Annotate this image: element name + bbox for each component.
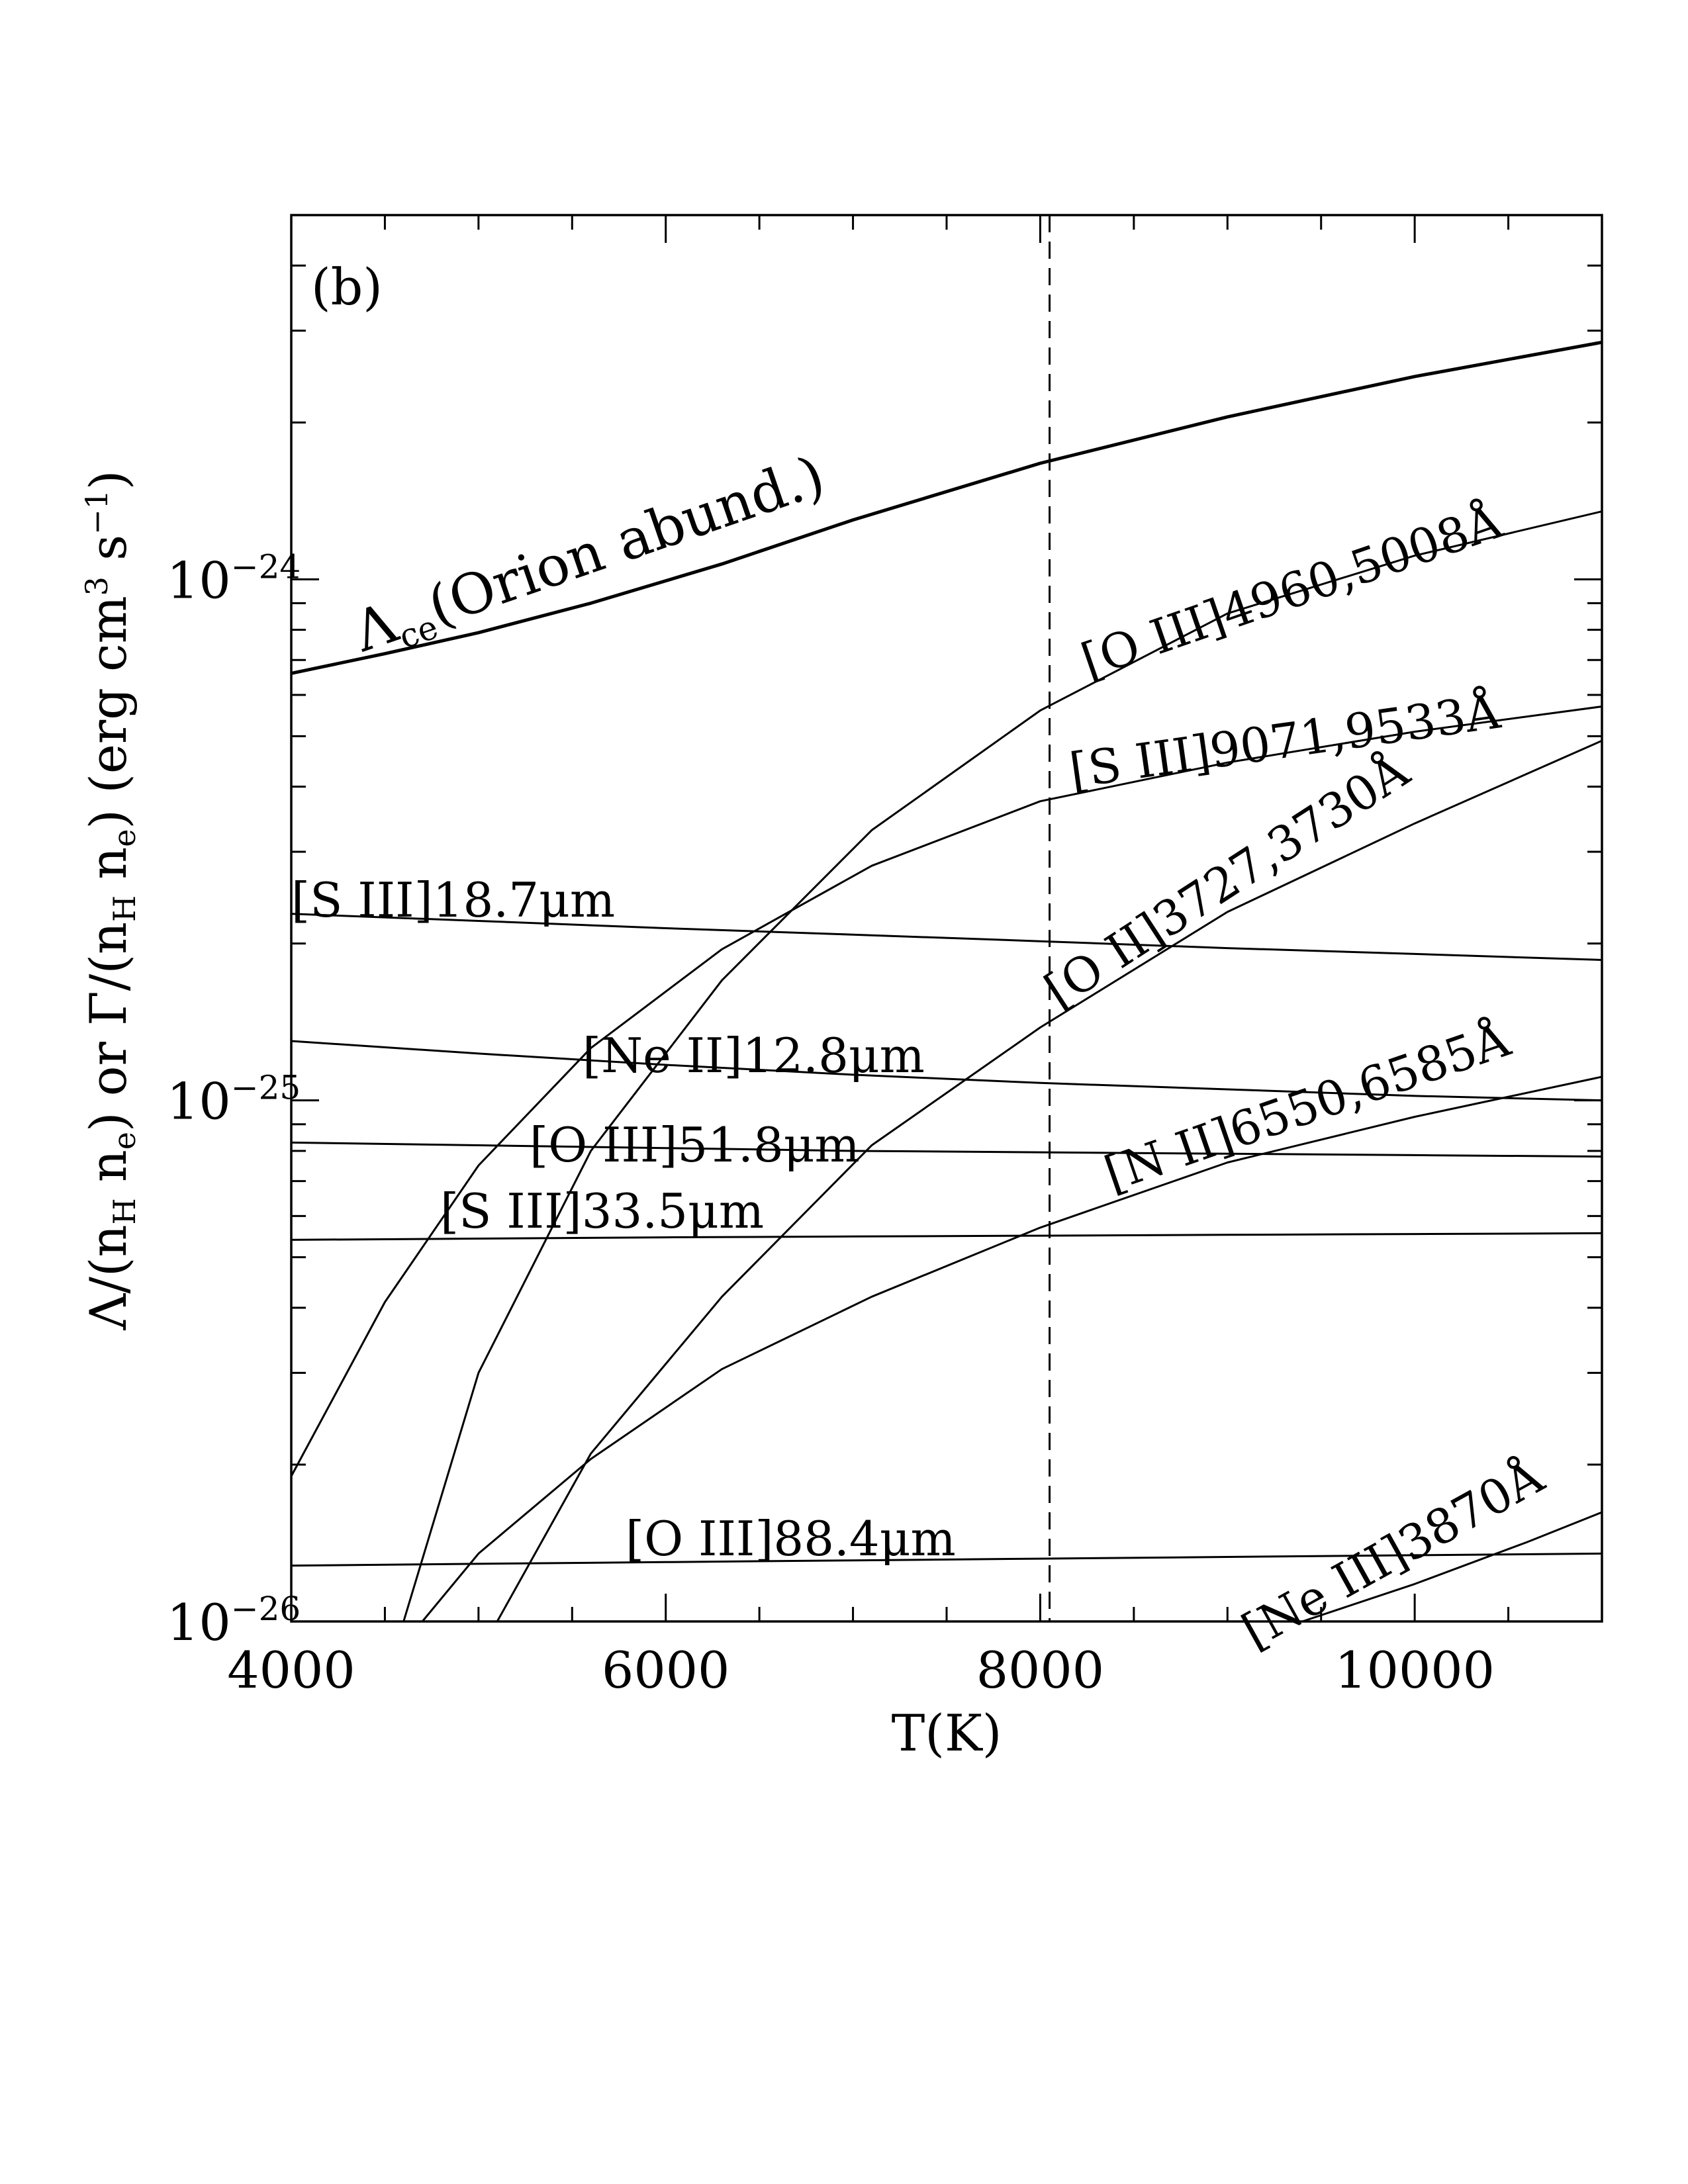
curve-label: [O III]51.8μm — [530, 1117, 860, 1173]
x-tick-labels: 4000 6000 8000 10000 — [227, 1641, 1495, 1700]
series-line — [1301, 1511, 1603, 1623]
x-tick-label: 6000 — [602, 1641, 729, 1700]
x-tick-label: 10000 — [1335, 1641, 1495, 1700]
plot-frame — [290, 214, 1603, 1623]
series-line — [290, 705, 1603, 1477]
series-line — [291, 1040, 1603, 1102]
x-axis-title: T(K) — [892, 1704, 1002, 1762]
series-group — [290, 340, 1603, 1623]
series-line — [291, 1232, 1603, 1241]
x-tick-label: 8000 — [976, 1641, 1104, 1700]
curve-label: [S III]33.5μm — [440, 1183, 764, 1239]
panel-label: (b) — [311, 257, 383, 316]
series-line — [496, 739, 1603, 1622]
x-tick-label: 4000 — [227, 1641, 355, 1700]
y-tick-label: 10−24 — [167, 547, 301, 610]
series-line — [291, 1552, 1603, 1567]
series-line — [402, 510, 1603, 1622]
series-line — [291, 1141, 1603, 1158]
series-line — [291, 913, 1603, 961]
series-line — [421, 1075, 1603, 1622]
y-tick-labels: 10−26 10−25 10−24 — [167, 547, 301, 1652]
curve-label: [O III]88.4μm — [626, 1511, 956, 1567]
y-tick-label: 10−25 — [167, 1069, 301, 1131]
curve-label: [Ne II]12.8μm — [583, 1028, 925, 1083]
curve-label: [S III]18.7μm — [291, 872, 615, 928]
axis-ticks — [290, 214, 1603, 1623]
y-tick-label: 10−26 — [167, 1590, 301, 1652]
series-line — [291, 340, 1603, 675]
